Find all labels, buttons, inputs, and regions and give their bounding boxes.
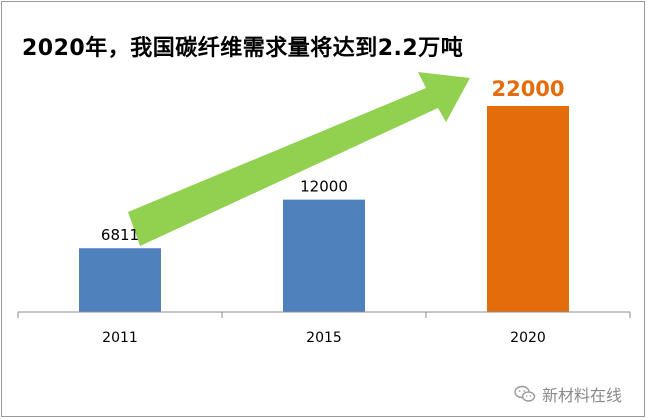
chart-title: 2020年，我国碳纤维需求量将达到2.2万吨 [22,36,464,61]
data-label-2015: 12000 [300,178,348,196]
tick-label-2020: 2020 [510,330,546,346]
trend-arrow [128,72,470,246]
tick-label-2011: 2011 [102,330,138,346]
wechat-icon [514,385,536,402]
bar-2020 [487,106,569,312]
bar-2015 [283,199,365,312]
bar-2011 [79,248,161,312]
watermark: 新材料在线 [514,382,622,406]
data-label-2020: 22000 [491,77,564,101]
tick-label-2015: 2015 [306,330,342,346]
watermark-text: 新材料在线 [541,386,622,405]
data-label-2011: 6811 [101,226,139,244]
